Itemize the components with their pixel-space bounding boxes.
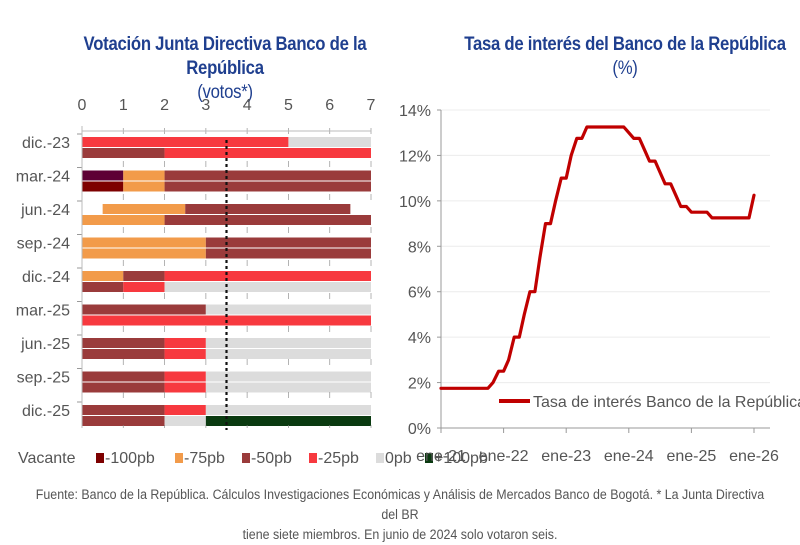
legend-swatch-m100 (96, 453, 104, 463)
category-label: sep.-24 (17, 236, 70, 253)
vote-segment-m50 (206, 249, 371, 259)
x-tick-label: 1 (119, 97, 128, 114)
vote-segment-z0 (206, 305, 371, 315)
vote-segment-m25 (165, 338, 206, 348)
vote-segment-m75 (123, 182, 164, 192)
x-tick-label: ene-22 (479, 448, 529, 465)
legend-swatch-m75 (175, 453, 183, 463)
vote-segment-m50 (82, 305, 206, 315)
y-tick-label: 12% (399, 148, 431, 165)
x-tick-label: 3 (201, 97, 210, 114)
vote-segment-m25 (123, 282, 164, 292)
legend-label-vacante: Vacante (18, 450, 76, 467)
footnote-line-1: Fuente: Banco de la República. Cálculos … (36, 487, 764, 522)
vote-segment-m50 (82, 405, 165, 415)
rate-chart: 0% 2% 4% 6% 8% 10% 12% 14% ene-21 ene-22 ene-23 ene… (399, 103, 800, 465)
footnote-line-2: tiene siete miembros. En junio de 2024 s… (243, 527, 558, 542)
category-label: dic.-25 (22, 403, 70, 420)
footnote: Fuente: Banco de la República. Cálculos … (32, 485, 768, 545)
vote-segment-z0 (206, 383, 371, 393)
vote-segment-z0 (206, 405, 371, 415)
vote-segment-m50 (165, 182, 371, 192)
x-tick-label: 6 (325, 97, 334, 114)
y-tick-label: 14% (399, 103, 431, 120)
vote-segment-m75 (82, 249, 206, 259)
vote-segment-p100 (206, 416, 371, 426)
y-tick-label: 0% (408, 421, 431, 438)
x-tick-label: 7 (367, 97, 376, 114)
vote-segment-m75 (123, 171, 164, 181)
y-tick-label: 10% (399, 194, 431, 211)
x-tick-label: ene-26 (729, 448, 779, 465)
legend-swatch-z0 (376, 453, 384, 463)
vote-segment-z0 (165, 282, 371, 292)
vote-segment-m50 (123, 271, 164, 281)
vote-segment-m25 (165, 148, 371, 158)
legend-label-m25: -25pb (318, 450, 359, 467)
y-tick-label: 4% (408, 330, 431, 347)
category-label: mar.-24 (16, 169, 70, 186)
vote-segment-m50 (82, 372, 165, 382)
charts-canvas: 0 1 2 3 4 5 6 7 dic.-23 mar.-24 jun.-24 sep.-24 dic.… (0, 0, 800, 480)
x-tick-label: ene-23 (541, 448, 591, 465)
vote-segment-z0 (206, 338, 371, 348)
y-tick-label: 6% (408, 285, 431, 302)
vote-segment-m50 (82, 338, 165, 348)
rate-series-line (441, 127, 754, 388)
vote-segment-m50 (82, 282, 123, 292)
legend-swatch-m25 (309, 453, 317, 463)
category-label: jun.-25 (20, 336, 70, 353)
vote-segment-z0 (206, 372, 371, 382)
category-label: dic.-23 (22, 135, 70, 152)
x-tick-label: 5 (284, 97, 293, 114)
x-tick-label: 2 (160, 97, 169, 114)
vote-segment-vacante (82, 171, 123, 181)
vote-segment-m50 (82, 349, 165, 359)
category-label: jun.-24 (20, 202, 70, 219)
category-label: mar.-25 (16, 303, 70, 320)
vote-segment-m50 (82, 416, 165, 426)
vote-segment-z0 (288, 137, 371, 147)
x-tick-label: ene-25 (666, 448, 716, 465)
vote-segment-z0 (206, 349, 371, 359)
x-tick-label: 4 (243, 97, 252, 114)
vote-segment-m25 (165, 349, 206, 359)
vote-segment-m75 (82, 215, 165, 225)
vote-segment-m25 (165, 383, 206, 393)
legend-label-m75: -75pb (184, 450, 225, 467)
y-tick-label: 8% (408, 239, 431, 256)
legend-label-z0: 0pb (385, 450, 412, 467)
vote-segment-m50 (165, 215, 371, 225)
legend-label-m100: -100pb (105, 450, 155, 467)
vote-segment-m50 (185, 204, 350, 214)
vote-segment-m25 (165, 405, 206, 415)
vote-segment-z0 (165, 416, 206, 426)
legend-label-rate: Tasa de interés Banco de la República (533, 394, 800, 411)
category-label: sep.-25 (17, 370, 70, 387)
x-tick-label: 0 (78, 97, 87, 114)
legend-label-m50: -50pb (251, 450, 292, 467)
y-tick-label: 2% (408, 376, 431, 393)
vote-segment-m25 (82, 137, 288, 147)
vote-segment-m50 (165, 171, 371, 181)
x-tick-label: ene-21 (416, 448, 466, 465)
x-tick-label: ene-24 (604, 448, 654, 465)
vote-segment-m75 (103, 204, 186, 214)
vote-segment-m100 (82, 182, 123, 192)
vote-segment-m75 (82, 271, 123, 281)
vote-segment-m25 (165, 372, 206, 382)
vote-segment-m50 (82, 383, 165, 393)
category-label: dic.-24 (22, 269, 70, 286)
vote-segment-m75 (82, 238, 206, 248)
vote-segment-m50 (206, 238, 371, 248)
legend-swatch-m50 (242, 453, 250, 463)
vote-segment-m50 (82, 148, 165, 158)
vote-segment-m25 (165, 271, 371, 281)
